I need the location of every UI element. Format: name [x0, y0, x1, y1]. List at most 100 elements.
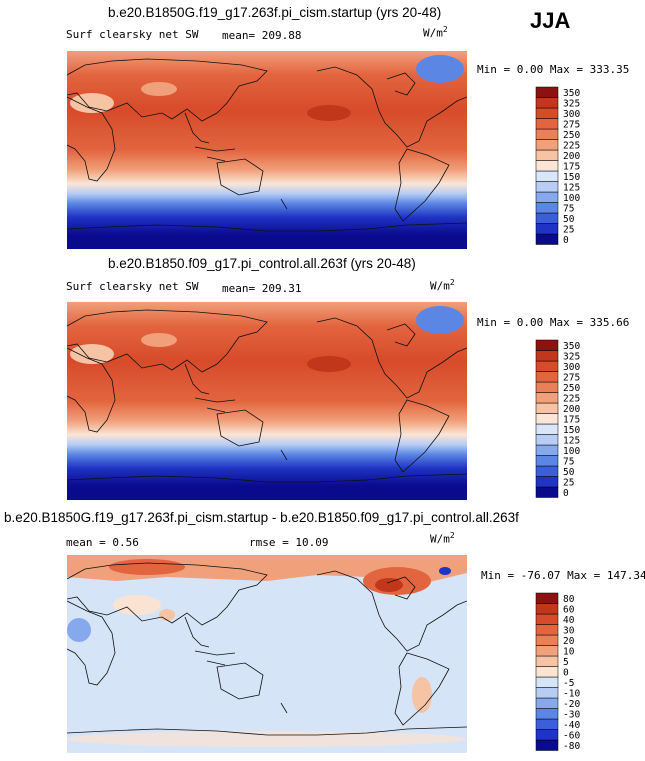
colorbar-box	[535, 592, 559, 604]
colorbar-box	[535, 160, 559, 172]
panel-3-map	[67, 555, 467, 753]
panel-3-mean: mean = 0.56	[66, 536, 139, 549]
panel-3-colorbar-boxes	[535, 592, 559, 751]
colorbar-label: 200	[563, 151, 580, 162]
colorbar-label: -5	[563, 678, 574, 689]
colorbar-label: 175	[563, 161, 580, 172]
colorbar-box	[535, 708, 559, 720]
panel-1-coast-africa	[67, 96, 116, 182]
panel-3-india-positive	[159, 609, 175, 621]
panel-1-mean: mean= 209.88	[222, 29, 302, 42]
panel-2-coast-north-america	[316, 317, 467, 399]
colorbar-label: 80	[563, 594, 575, 605]
panel-1-tibet	[141, 82, 177, 96]
colorbar-box	[535, 444, 559, 456]
panel-1-coast-eurasia	[67, 58, 268, 122]
panel-1-variable: Surf clearsky net SW	[66, 28, 199, 41]
panel-2-features	[70, 306, 464, 372]
colorbar-label: 150	[563, 172, 580, 183]
colorbar-label: 225	[563, 393, 580, 404]
colorbar-box	[535, 128, 559, 140]
panel-1-greenland	[416, 55, 464, 83]
colorbar-label: 50	[563, 214, 575, 225]
colorbar-box	[535, 191, 559, 203]
panel-1-minmax: Min = 0.00 Max = 333.35	[477, 63, 630, 76]
colorbar-label: 30	[563, 625, 575, 636]
colorbar-label: 175	[563, 414, 580, 425]
colorbar-box	[535, 687, 559, 699]
colorbar-label: 325	[563, 98, 580, 109]
colorbar-label: 25	[563, 477, 574, 488]
colorbar-label: 350	[563, 88, 580, 99]
colorbar-box	[535, 233, 559, 245]
colorbar-label: -20	[563, 699, 580, 710]
panel-3-southern-band	[67, 731, 467, 747]
panel-1-coast-indonesia	[194, 146, 236, 162]
colorbar-box	[535, 86, 559, 98]
colorbar-label: 0	[563, 667, 569, 678]
colorbar-box	[535, 339, 559, 351]
colorbar-box	[535, 465, 559, 477]
panel-2-coast-south-america	[394, 399, 450, 473]
panel-3-coast-eurasia	[67, 562, 268, 626]
colorbar-box	[535, 739, 559, 751]
colorbar-box	[535, 603, 559, 615]
panel-2-field	[67, 302, 467, 500]
panel-2-title: b.e20.B1850.f09_g17.pi_control.all.263f …	[108, 256, 416, 271]
colorbar-box	[535, 139, 559, 151]
panel-3-coastlines	[67, 562, 467, 736]
panel-1-north-pacific-max	[307, 105, 351, 121]
panel-2-coast-eurasia	[67, 309, 268, 373]
panel-3-south-america-positive	[412, 677, 432, 713]
colorbar-label: -40	[563, 720, 580, 731]
season-label: JJA	[530, 8, 571, 33]
colorbar-label: 125	[563, 435, 580, 446]
colorbar-label: 275	[563, 119, 580, 130]
colorbar-label: 10	[563, 646, 575, 657]
colorbar-box	[535, 718, 559, 730]
panel-3-greenland-dip	[439, 567, 451, 575]
panel-1-sahara	[70, 93, 114, 113]
panel-2-coast-new-zealand	[280, 449, 288, 461]
panel-2-colorbar-boxes	[535, 339, 559, 498]
colorbar-box	[535, 223, 559, 235]
panel-2-sahara	[70, 344, 114, 364]
colorbar-box	[535, 149, 559, 161]
colorbar-box	[535, 118, 559, 130]
panel-1-coast-indochina	[184, 112, 210, 144]
colorbar-label: 75	[563, 456, 574, 467]
panel-3-coast-indonesia	[194, 650, 236, 666]
panel-1-coast-new-zealand	[280, 198, 288, 210]
panel-1-coast-australia	[216, 158, 264, 196]
colorbar-label: 20	[563, 636, 575, 647]
colorbar-label: 5	[563, 657, 569, 668]
colorbar-box	[535, 634, 559, 646]
colorbar-box	[535, 402, 559, 414]
panel-3-coast-australia	[216, 662, 264, 700]
colorbar-box	[535, 666, 559, 678]
panel-2-minmax: Min = 0.00 Max = 335.66	[477, 316, 630, 329]
panel-1-coast-south-america	[394, 148, 450, 222]
colorbar-box	[535, 655, 559, 667]
colorbar-label: 225	[563, 140, 580, 151]
colorbar-label: 150	[563, 425, 580, 436]
colorbar-box	[535, 423, 559, 435]
panel-3-coast-new-zealand	[280, 702, 288, 714]
panel-3-coast-indochina	[184, 616, 210, 648]
panel-3-canada-peak	[375, 578, 403, 592]
colorbar-box	[535, 360, 559, 372]
panel-1-coast-hudson-bay	[386, 72, 416, 96]
colorbar-box	[535, 613, 559, 625]
colorbar-label: 0	[563, 235, 569, 246]
panel-2-coast-indonesia	[194, 397, 236, 413]
colorbar-label: 250	[563, 383, 580, 394]
colorbar-label: 75	[563, 203, 574, 214]
panel-2-mean: mean= 209.31	[222, 282, 302, 295]
colorbar-box	[535, 97, 559, 109]
panel-1-field	[67, 51, 467, 249]
panel-1-units: W/m2	[423, 25, 448, 40]
